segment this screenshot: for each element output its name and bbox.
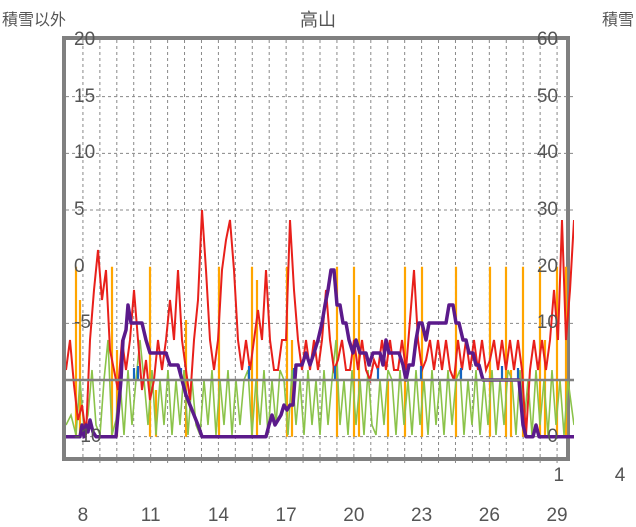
x-tick-4[interactable]: 4 [615, 465, 626, 487]
y-tick-left-neg5[interactable]: -5 [74, 312, 91, 334]
x-tick-29[interactable]: 29 [546, 505, 567, 527]
y-tick-right-10[interactable]: 10 [537, 312, 558, 334]
y-tick-right-30[interactable]: 30 [537, 199, 558, 221]
x-tick-8[interactable]: 8 [78, 505, 89, 527]
y-tick-left-neg10[interactable]: -10 [74, 426, 101, 448]
y-tick-left-10[interactable]: 10 [74, 142, 95, 164]
plot-area: 20 15 10 5 0 -5 -10 -10 60 50 40 30 20 1… [62, 36, 570, 461]
chart-svg [66, 40, 574, 465]
x-tick-23[interactable]: 23 [411, 505, 432, 527]
y-tick-right-40[interactable]: 40 [537, 142, 558, 164]
y-tick-left-0[interactable]: 0 [74, 256, 85, 278]
x-tick-11[interactable]: 11 [141, 505, 161, 527]
x-tick-1[interactable]: 1 [554, 465, 565, 487]
chart-container: 高山 積雪以外 積雪 [0, 0, 636, 501]
y-tick-right-50[interactable]: 50 [537, 86, 558, 108]
y-tick-left-15[interactable]: 15 [74, 86, 95, 108]
y-tick-right-20[interactable]: 20 [537, 256, 558, 278]
y-tick-left-5[interactable]: 5 [74, 199, 85, 221]
x-tick-14[interactable]: 14 [208, 505, 229, 527]
y-tick-right-0[interactable]: 0 [547, 426, 558, 448]
left-axis-label: 積雪以外 [2, 6, 66, 30]
right-axis-label: 積雪 [602, 6, 634, 30]
x-tick-20[interactable]: 20 [343, 505, 364, 527]
x-tick-17[interactable]: 17 [276, 505, 297, 527]
y-tick-right-60[interactable]: 60 [537, 29, 558, 51]
y-tick-left-20[interactable]: 20 [74, 29, 95, 51]
x-tick-26[interactable]: 26 [479, 505, 500, 527]
